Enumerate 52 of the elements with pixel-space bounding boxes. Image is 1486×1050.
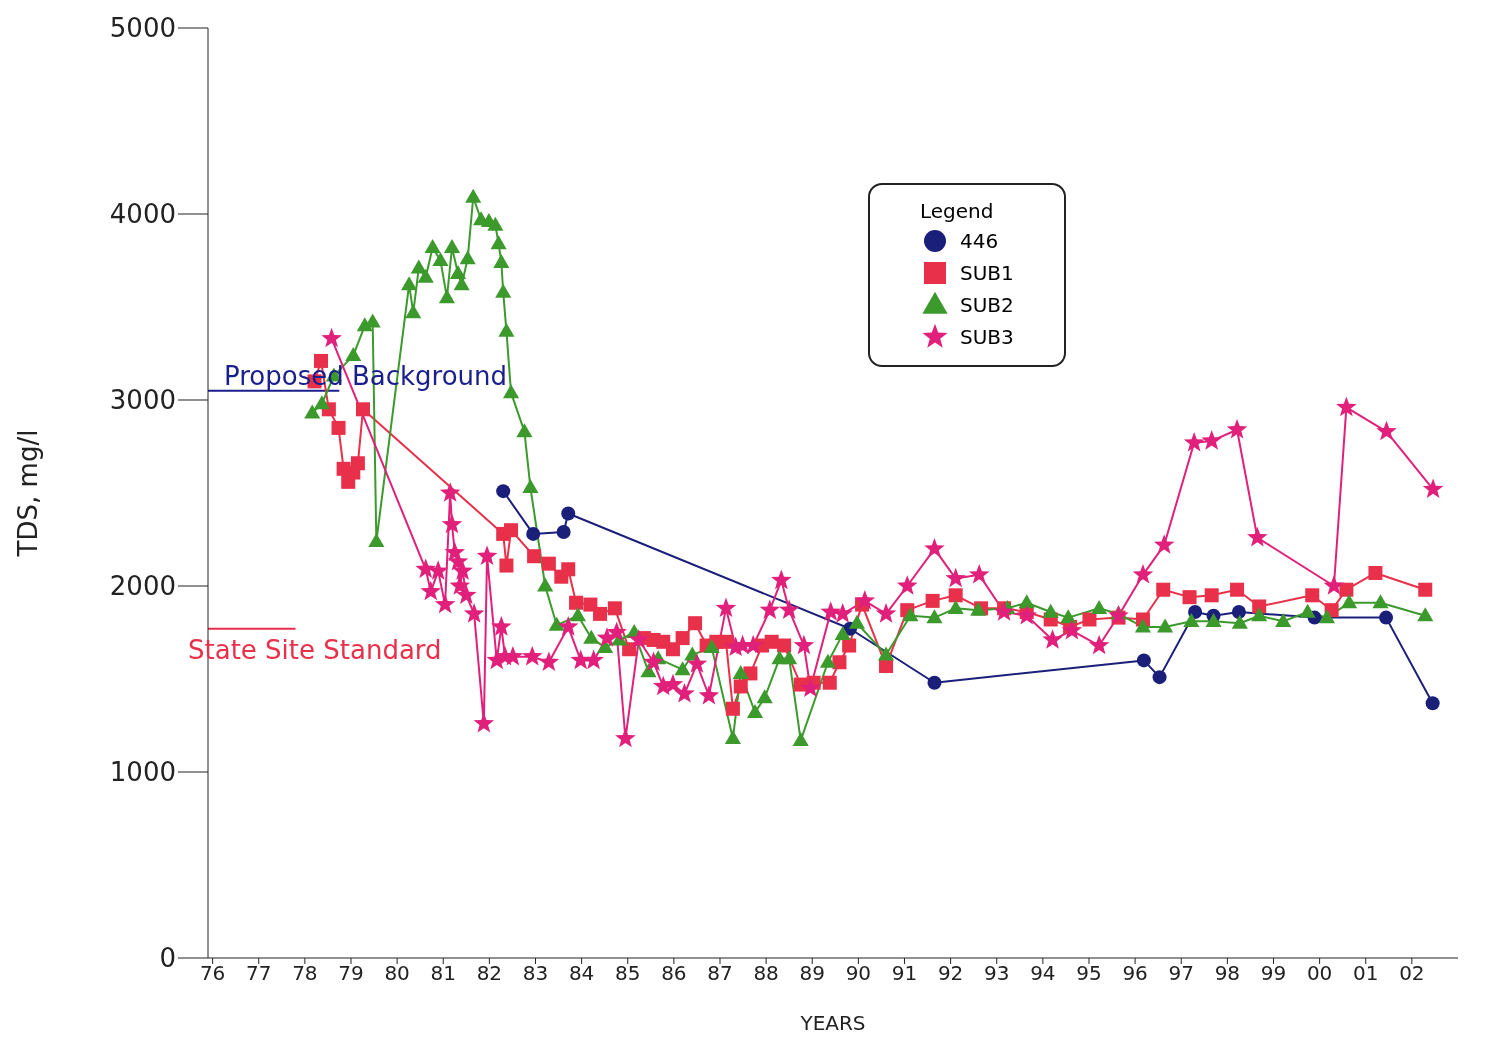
y-tick-label: 4000 — [109, 199, 176, 230]
point — [556, 525, 571, 540]
y-tick-label: 1000 — [109, 757, 176, 788]
x-tick-label: 86 — [661, 961, 687, 986]
x-tick-label: 87 — [707, 961, 733, 986]
x-tick-label: 99 — [1260, 961, 1287, 986]
x-tick-label: 83 — [522, 961, 549, 986]
x-tick-label: 02 — [1399, 961, 1425, 986]
x-tick-label: 88 — [753, 961, 779, 986]
point — [561, 506, 576, 521]
x-tick-label: 95 — [1076, 961, 1102, 986]
legend-label: SUB1 — [960, 261, 1014, 285]
x-tick-label: 91 — [891, 961, 918, 986]
x-axis-title: YEARS — [799, 1011, 866, 1035]
x-tick-label: 96 — [1122, 961, 1148, 986]
legend-label: SUB3 — [960, 325, 1014, 349]
point — [496, 484, 511, 499]
point — [1152, 670, 1167, 685]
x-tick-label: 85 — [615, 961, 641, 986]
x-tick-label: 80 — [384, 961, 410, 986]
y-tick-label: 2000 — [109, 571, 176, 602]
x-tick-label: 97 — [1168, 961, 1194, 986]
y-axis-title: TDS, mg/l — [13, 429, 44, 558]
x-tick-label: 94 — [1030, 961, 1056, 986]
x-tick-label: 81 — [430, 961, 456, 986]
x-tick-label: 84 — [568, 961, 595, 986]
point — [526, 526, 541, 541]
x-tick-label: 98 — [1214, 961, 1241, 986]
y-tick-label: 0 — [159, 943, 176, 974]
legend-title: Legend — [920, 199, 995, 223]
x-tick-label: 92 — [937, 961, 964, 986]
x-tick-label: 82 — [476, 961, 503, 986]
point — [1188, 605, 1203, 620]
x-tick-label: 00 — [1306, 961, 1333, 986]
point — [1136, 653, 1151, 668]
y-tick-label: 5000 — [109, 13, 176, 44]
x-tick-label: 89 — [799, 961, 825, 986]
point — [1425, 696, 1440, 711]
ref-line-label: State Site Standard — [188, 634, 442, 665]
legend-label: SUB2 — [960, 293, 1014, 317]
point — [1231, 605, 1246, 620]
point — [927, 675, 942, 690]
legend-label: 446 — [960, 229, 999, 253]
x-tick-label: 90 — [845, 961, 872, 986]
x-tick-label: 76 — [199, 961, 226, 986]
x-tick-label: 01 — [1353, 961, 1379, 986]
point — [1379, 610, 1394, 625]
y-tick-label: 3000 — [109, 385, 176, 416]
x-tick-label: 93 — [984, 961, 1010, 986]
x-tick-label: 79 — [338, 961, 364, 986]
x-tick-label: 77 — [246, 961, 272, 986]
x-tick-label: 78 — [292, 961, 318, 986]
